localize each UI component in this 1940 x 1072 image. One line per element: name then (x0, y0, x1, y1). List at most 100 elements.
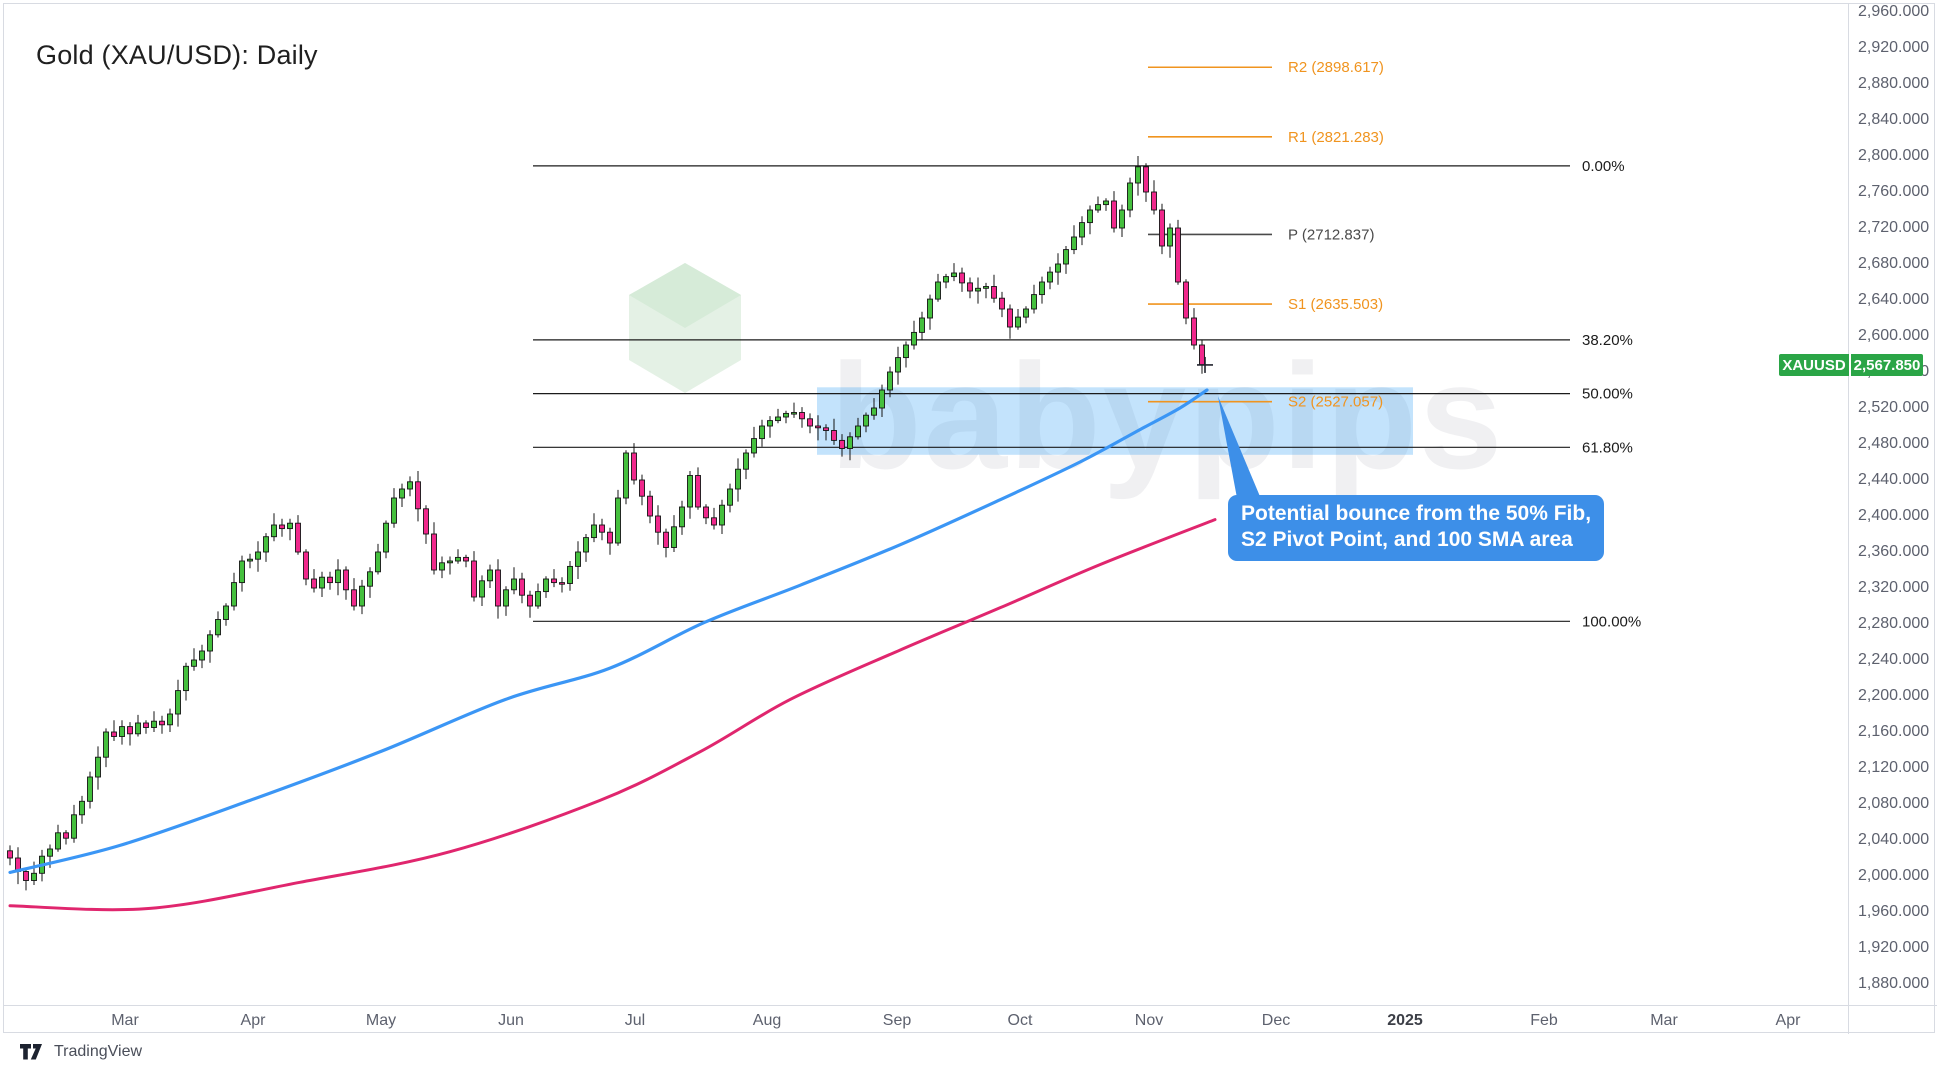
candle-body[interactable] (871, 407, 877, 416)
candle-body[interactable] (1111, 200, 1117, 229)
candle-body[interactable] (639, 479, 645, 497)
candle-body[interactable] (391, 497, 397, 524)
candle-body[interactable] (895, 357, 901, 373)
candle-body[interactable] (303, 551, 309, 580)
candle-body[interactable] (423, 508, 429, 535)
candle-body[interactable] (199, 650, 205, 661)
candle-body[interactable] (903, 344, 909, 359)
candle-body[interactable] (575, 551, 581, 567)
candle-body[interactable] (215, 619, 221, 636)
candle-body[interactable] (239, 560, 245, 584)
candle-body[interactable] (511, 578, 517, 591)
candle-body[interactable] (543, 578, 549, 593)
candle-body[interactable] (343, 569, 349, 591)
candle-body[interactable] (223, 605, 229, 620)
candle-body[interactable] (999, 297, 1005, 310)
candle-body[interactable] (143, 722, 149, 728)
candle-body[interactable] (783, 412, 789, 418)
candle-body[interactable] (847, 436, 853, 449)
candle-body[interactable] (383, 522, 389, 553)
candle-body[interactable] (647, 495, 653, 517)
candle-body[interactable] (1039, 281, 1045, 296)
candle-body[interactable] (695, 475, 701, 508)
candle-body[interactable] (679, 506, 685, 528)
candle-body[interactable] (191, 659, 197, 667)
candle-body[interactable] (167, 713, 173, 726)
candle-body[interactable] (607, 531, 613, 544)
candle-body[interactable] (479, 580, 485, 598)
candle-body[interactable] (951, 272, 957, 278)
candle-body[interactable] (135, 722, 141, 735)
candle-body[interactable] (751, 438, 757, 454)
candle-body[interactable] (551, 578, 557, 584)
candle-body[interactable] (287, 522, 293, 530)
candle-body[interactable] (327, 576, 333, 584)
candle-body[interactable] (439, 562, 445, 571)
candle-body[interactable] (935, 281, 941, 300)
candle-body[interactable] (487, 569, 493, 582)
candle-body[interactable] (1135, 166, 1141, 184)
sma-200-line[interactable] (8, 518, 1217, 912)
candle-body[interactable] (743, 452, 749, 470)
candle-body[interactable] (1175, 227, 1181, 283)
candle-body[interactable] (55, 832, 61, 850)
candle-body[interactable] (1159, 209, 1165, 247)
candle-body[interactable] (1031, 294, 1037, 310)
candle-body[interactable] (103, 731, 109, 758)
candle-body[interactable] (1119, 209, 1125, 229)
candle-body[interactable] (7, 850, 13, 859)
candle-body[interactable] (279, 524, 285, 530)
candle-body[interactable] (447, 560, 453, 564)
candle-body[interactable] (719, 504, 725, 526)
candle-body[interactable] (559, 582, 565, 585)
candle-body[interactable] (911, 331, 917, 346)
candle-body[interactable] (927, 298, 933, 319)
candle-body[interactable] (335, 569, 341, 584)
candle-body[interactable] (967, 282, 973, 292)
candle-body[interactable] (503, 589, 509, 607)
candle-body[interactable] (359, 585, 365, 607)
candle-body[interactable] (671, 526, 677, 548)
candle-body[interactable] (983, 286, 989, 289)
candle-body[interactable] (615, 497, 621, 544)
candle-body[interactable] (247, 558, 253, 562)
candle-body[interactable] (775, 416, 781, 422)
candle-body[interactable] (1007, 308, 1013, 328)
candle-body[interactable] (471, 560, 477, 598)
candle-body[interactable] (263, 536, 269, 553)
candle-body[interactable] (831, 430, 837, 441)
candle-body[interactable] (319, 576, 325, 589)
candle-body[interactable] (415, 481, 421, 510)
candle-body[interactable] (839, 439, 845, 449)
candle-body[interactable] (175, 690, 181, 715)
candle-body[interactable] (31, 872, 37, 881)
candle-body[interactable] (367, 571, 373, 587)
candle-body[interactable] (519, 578, 525, 596)
candle-body[interactable] (703, 506, 709, 519)
candle-body[interactable] (1095, 204, 1101, 211)
candle-body[interactable] (663, 531, 669, 548)
candle-body[interactable] (455, 556, 461, 562)
candle-body[interactable] (527, 594, 533, 607)
candle-body[interactable] (535, 591, 541, 607)
candle-body[interactable] (1087, 209, 1093, 224)
candle-body[interactable] (183, 665, 189, 692)
candle-body[interactable] (71, 814, 77, 839)
candle-body[interactable] (151, 720, 157, 728)
candle-body[interactable] (1167, 227, 1173, 247)
candle-body[interactable] (975, 287, 981, 292)
candle-body[interactable] (943, 276, 949, 283)
candle-body[interactable] (807, 418, 813, 427)
candle-body[interactable] (655, 515, 661, 533)
candle-body[interactable] (79, 800, 85, 816)
candle-body[interactable] (815, 425, 821, 429)
candle-body[interactable] (231, 582, 237, 607)
tradingview-attribution[interactable]: TradingView (20, 1043, 142, 1061)
candle-body[interactable] (463, 556, 469, 562)
candle-body[interactable] (431, 533, 437, 571)
candle-body[interactable] (687, 475, 693, 508)
candle-body[interactable] (727, 488, 733, 506)
annotation-callout[interactable]: Potential bounce from the 50% Fib, S2 Pi… (1228, 495, 1605, 561)
candle-body[interactable] (1143, 166, 1149, 193)
candle-body[interactable] (879, 389, 885, 409)
